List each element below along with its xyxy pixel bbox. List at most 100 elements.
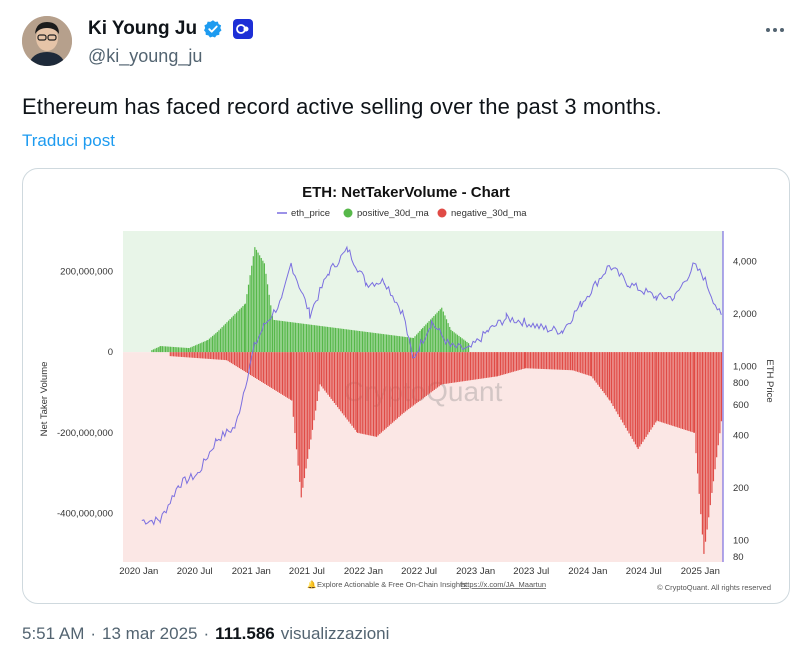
- negative-bar: [424, 352, 426, 398]
- negative-bar: [292, 352, 294, 417]
- negative-bar: [515, 352, 518, 371]
- negative-bar: [190, 352, 192, 358]
- negative-bar: [468, 352, 470, 381]
- positive-bar: [385, 334, 388, 353]
- negative-bar: [217, 352, 219, 360]
- negative-bar: [195, 352, 197, 358]
- negative-bar: [390, 352, 392, 425]
- positive-bar: [213, 334, 215, 353]
- negative-bar: [640, 352, 642, 445]
- positive-series: [151, 247, 470, 353]
- positive-bar: [187, 347, 189, 353]
- negative-bar: [461, 352, 464, 382]
- negative-bar: [704, 352, 707, 542]
- footer-link[interactable]: https://x.com/JA_Maartun: [461, 580, 546, 589]
- translate-post-link[interactable]: Traduci post: [22, 131, 115, 150]
- positive-bar: [344, 329, 346, 353]
- positive-bar: [273, 320, 276, 353]
- negative-bar: [580, 352, 582, 373]
- negative-bar: [598, 352, 601, 387]
- author-display-name[interactable]: Ki Young Ju: [88, 18, 198, 39]
- negative-bar: [700, 352, 702, 515]
- x-tick-label: 2020 Jul: [177, 566, 213, 577]
- negative-bar: [275, 352, 277, 391]
- negative-bar: [612, 352, 614, 407]
- negative-bar: [473, 352, 475, 380]
- positive-bar: [201, 342, 203, 353]
- positive-bar: [237, 310, 239, 353]
- positive-bar: [196, 344, 198, 353]
- negative-bar: [673, 352, 676, 427]
- negative-bar: [286, 352, 288, 398]
- negative-bar: [414, 352, 416, 405]
- negative-bar: [566, 352, 568, 371]
- y2-tick-label: 2,000: [733, 309, 757, 320]
- positive-bar: [312, 324, 314, 353]
- negative-bar: [625, 352, 627, 428]
- positive-bar: [174, 347, 176, 353]
- positive-bar: [243, 304, 246, 353]
- tweet-media-chart[interactable]: ETH: NetTakerVolume - Chart eth_price pos…: [22, 168, 790, 604]
- negative-bar: [316, 352, 318, 401]
- positive-bar: [416, 334, 418, 353]
- negative-bar: [393, 352, 395, 422]
- negative-bar: [322, 352, 324, 389]
- positive-bar: [318, 325, 320, 353]
- cryptoquant-org-badge-icon[interactable]: [233, 19, 254, 39]
- negative-bar: [227, 352, 229, 362]
- positive-bar: [255, 249, 258, 353]
- y2-tick-label: 4,000: [733, 257, 757, 268]
- negative-bar: [321, 352, 323, 387]
- positive-bar: [428, 321, 430, 353]
- tweet-text: Ethereum has faced record active selling…: [22, 94, 662, 119]
- negative-bar: [220, 352, 223, 360]
- more-options-button[interactable]: [762, 20, 788, 40]
- author-handle[interactable]: @ki_young_ju: [88, 46, 203, 66]
- negative-bar: [441, 352, 443, 385]
- positive-bar: [347, 329, 349, 353]
- negative-bar: [688, 352, 690, 432]
- negative-bar: [553, 352, 556, 370]
- positive-bar: [422, 327, 424, 353]
- negative-bar: [590, 352, 593, 377]
- negative-bar: [212, 352, 215, 360]
- negative-bar: [711, 352, 713, 493]
- negative-bar: [408, 352, 410, 410]
- negative-bar: [404, 352, 407, 412]
- negative-bar: [634, 352, 637, 445]
- positive-bar: [206, 340, 208, 353]
- negative-bar: [615, 352, 617, 412]
- chart-footer: 🔔 Explore Actionable & Free On-Chain Ins…: [307, 580, 771, 592]
- negative-bar: [583, 352, 585, 374]
- negative-bar: [396, 352, 398, 419]
- negative-bar: [185, 352, 187, 358]
- negative-bar: [184, 352, 186, 358]
- positive-bar: [331, 327, 333, 353]
- negative-bar: [686, 352, 688, 431]
- tweet-date[interactable]: 13 mar 2025: [102, 624, 198, 643]
- avatar[interactable]: [22, 16, 72, 66]
- negative-bar: [308, 352, 310, 450]
- positive-bar: [425, 324, 427, 353]
- positive-bar: [337, 328, 340, 353]
- negative-bar: [490, 352, 492, 378]
- negative-bar: [606, 352, 609, 398]
- negative-bar: [716, 352, 718, 458]
- positive-bar: [156, 347, 158, 353]
- y-tick-label: -400,000,000: [57, 509, 113, 520]
- negative-bar: [257, 352, 260, 380]
- tweet-time[interactable]: 5:51 AM: [22, 624, 85, 643]
- negative-bar: [605, 352, 607, 396]
- negative-bar: [243, 352, 245, 372]
- negative-bar: [341, 352, 344, 414]
- negative-bar: [568, 352, 570, 371]
- positive-bar: [341, 328, 343, 353]
- positive-bar: [325, 326, 327, 353]
- positive-bar: [360, 331, 362, 353]
- negative-bar: [356, 352, 359, 433]
- negative-bar: [647, 352, 649, 435]
- positive-bar: [164, 346, 167, 353]
- negative-bar: [592, 352, 594, 379]
- positive-bar: [363, 331, 365, 353]
- negative-bar: [656, 352, 658, 421]
